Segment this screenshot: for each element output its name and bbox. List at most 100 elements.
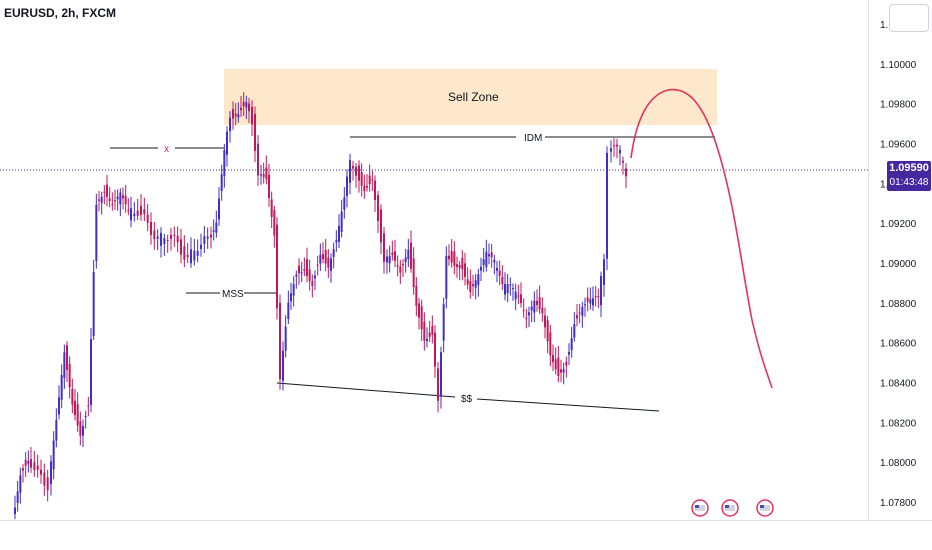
candle-body [183,246,186,260]
candle-body [423,321,426,341]
candle-body [314,275,316,279]
candle-body [90,338,92,405]
candle-body [127,210,130,212]
candle-body [338,225,340,242]
candle-body [103,191,106,193]
settings-box[interactable] [889,4,929,32]
candle-body [554,359,557,370]
candle-body [143,209,146,215]
candle-body [594,296,597,298]
candle-body [33,462,36,471]
candle-body [343,197,346,210]
candle-body [87,405,90,407]
price-chart[interactable]: Sell Zone IDM x MSS $$ 1.102001.100001.0… [0,0,932,520]
candle-body [402,264,404,266]
candle-body [108,198,111,202]
candle-body [506,284,509,294]
price-axis[interactable]: 1.102001.100001.098001.096001.094001.092… [880,20,917,509]
candle-body [461,257,464,270]
candle-body [284,326,287,351]
candle-body [240,107,242,111]
candle-body [606,152,608,259]
candle-body [358,165,360,181]
price-tick: 1.09800 [880,100,917,111]
candle-body [55,419,58,441]
candle-body [66,345,68,370]
candle-body [349,160,351,183]
candle-body [210,234,212,238]
us-flag-icon[interactable] [721,499,739,517]
candle-body [578,312,581,314]
candle-body [27,460,30,464]
candle-body [512,288,514,290]
candle-body [251,106,253,125]
candle-body [448,255,450,260]
candle-body [371,179,374,181]
candle-body [442,304,445,341]
price-tick: 1.08200 [880,418,917,429]
candle-body [394,251,396,261]
candle-body [525,317,528,319]
price-tick: 1.09600 [880,139,917,150]
candle-body [270,199,273,217]
candle-body [166,240,169,242]
candle-body [380,209,382,243]
candle-body [146,214,149,223]
candle-body [173,234,176,236]
candle-body [517,295,520,297]
candle-body [311,280,314,286]
candle-body [533,300,536,313]
time-axis-separator [0,520,932,521]
ss-line-left [276,382,456,398]
mss-label: MSS [222,289,244,300]
candle-body [597,295,600,297]
candle-body [431,325,434,335]
candle-body [265,167,268,180]
candle-body [522,309,525,311]
candle-body [477,274,480,285]
candle-body [116,196,119,200]
price-tick: 1.08000 [880,458,917,469]
candle-body [557,357,560,376]
candle-body [360,172,363,186]
candle-body [316,264,319,266]
candle-body [592,298,594,306]
price-tick: 1.10000 [880,60,917,71]
candle-body [95,204,98,261]
candle-body [586,297,589,302]
candle-body [279,302,281,380]
candle-body [268,174,270,199]
candle-body [562,369,565,373]
candle-body [306,259,308,276]
candle-body [482,259,485,266]
current-price: 1.09590 [889,162,929,174]
candle-body [200,244,202,249]
candle-body [573,324,576,338]
candle-body [100,196,103,203]
candle-body [428,332,431,337]
candle-body [98,199,100,201]
us-flag-icon[interactable] [691,499,709,517]
idm-label: IDM [524,133,542,144]
candle-body [124,195,127,205]
candle-body [488,254,490,257]
candle-body [544,315,546,328]
ss-label: $$ [461,394,473,405]
candle-body [549,332,552,356]
symbol-title[interactable]: EURUSD, 2h, FXCM [4,6,117,20]
candle-body [426,338,428,341]
candle-body [282,350,284,381]
event-icons [691,499,774,517]
candle-body [546,320,549,342]
candle-body [84,415,87,417]
candle-body [223,150,226,177]
candle-body [262,174,265,177]
us-flag-icon[interactable] [756,499,774,517]
candle-body [355,166,357,176]
candle-body [418,303,420,318]
candle-body [82,425,84,436]
candle-body [327,257,330,268]
price-tick: 1.08800 [880,299,917,310]
candle-body [156,236,159,239]
candle-body [396,265,399,267]
